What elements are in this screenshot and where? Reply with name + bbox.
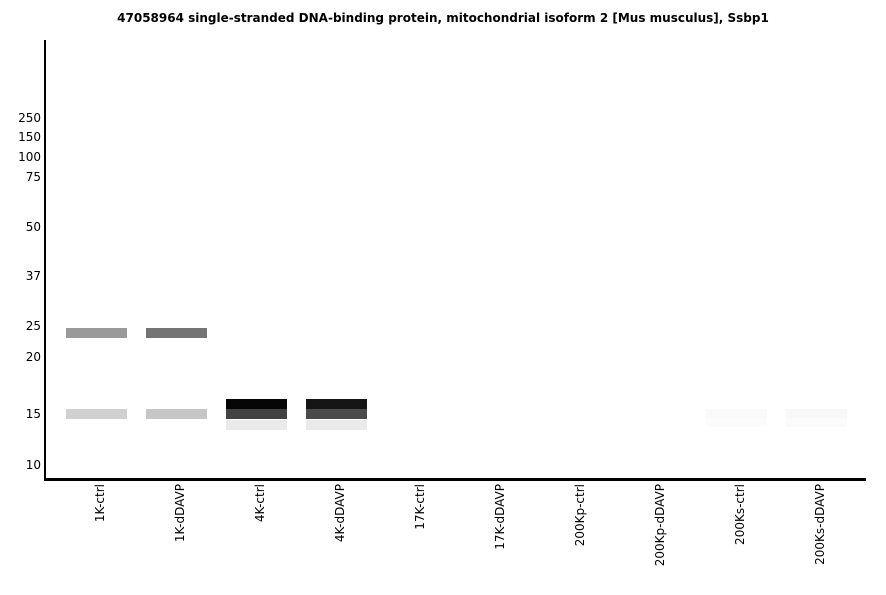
x-tick-label: 200Ks-ctrl: [733, 484, 747, 545]
protein-band: [306, 420, 367, 430]
x-tick-label: 17K-ctrl: [413, 484, 427, 530]
x-tick-label-wrap: 200Ks-ctrl: [732, 484, 748, 545]
x-tick-label: 4K-dDAVP: [333, 484, 347, 543]
x-tick-label: 4K-ctrl: [253, 484, 267, 523]
protein-band: [306, 399, 367, 409]
x-tick-label: 1K-dDAVP: [173, 484, 187, 543]
x-tick-label-wrap: 1K-ctrl: [92, 484, 108, 522]
x-tick-label-wrap: 200Kp-ctrl: [572, 484, 588, 546]
protein-band: [226, 420, 287, 430]
y-tick-label: 75: [25, 170, 41, 184]
x-tick-label-wrap: 17K-ctrl: [412, 484, 428, 530]
x-tick-label-wrap: 200Kp-dDAVP: [652, 484, 668, 566]
protein-band: [226, 409, 287, 419]
protein-band: [146, 409, 207, 419]
y-tick-label: 25: [25, 319, 41, 333]
x-tick-label: 200Kp-dDAVP: [653, 484, 667, 567]
x-tick-label: 1K-ctrl: [93, 484, 107, 523]
x-tick-label-wrap: 1K-dDAVP: [172, 484, 188, 542]
figure-title: 47058964 single-stranded DNA-binding pro…: [117, 11, 769, 25]
y-axis-line: [44, 40, 46, 481]
protein-band: [226, 399, 287, 409]
y-tick-label: 150: [18, 130, 41, 144]
x-tick-label-wrap: 17K-dDAVP: [492, 484, 508, 550]
y-tick-label: 250: [18, 111, 41, 125]
protein-band: [786, 409, 847, 418]
x-tick-label-wrap: 200Ks-dDAVP: [812, 484, 828, 565]
x-tick-label-wrap: 4K-dDAVP: [332, 484, 348, 542]
protein-band: [306, 409, 367, 419]
y-tick-label: 50: [25, 220, 41, 234]
y-tick-label: 15: [25, 407, 41, 421]
y-tick-label: 10: [25, 458, 41, 472]
protein-band: [706, 418, 767, 427]
protein-band: [786, 418, 847, 427]
x-tick-label: 17K-dDAVP: [493, 484, 507, 550]
protein-band: [146, 328, 207, 338]
x-axis-line: [44, 478, 866, 481]
protein-band: [66, 409, 127, 419]
y-tick-label: 100: [18, 150, 41, 164]
y-tick-label: 20: [25, 350, 41, 364]
x-tick-label: 200Kp-ctrl: [573, 484, 587, 547]
x-tick-label: 200Ks-dDAVP: [813, 484, 827, 565]
x-tick-label-wrap: 4K-ctrl: [252, 484, 268, 522]
protein-band: [66, 328, 127, 338]
y-tick-label: 37: [25, 269, 41, 283]
protein-band: [706, 409, 767, 418]
